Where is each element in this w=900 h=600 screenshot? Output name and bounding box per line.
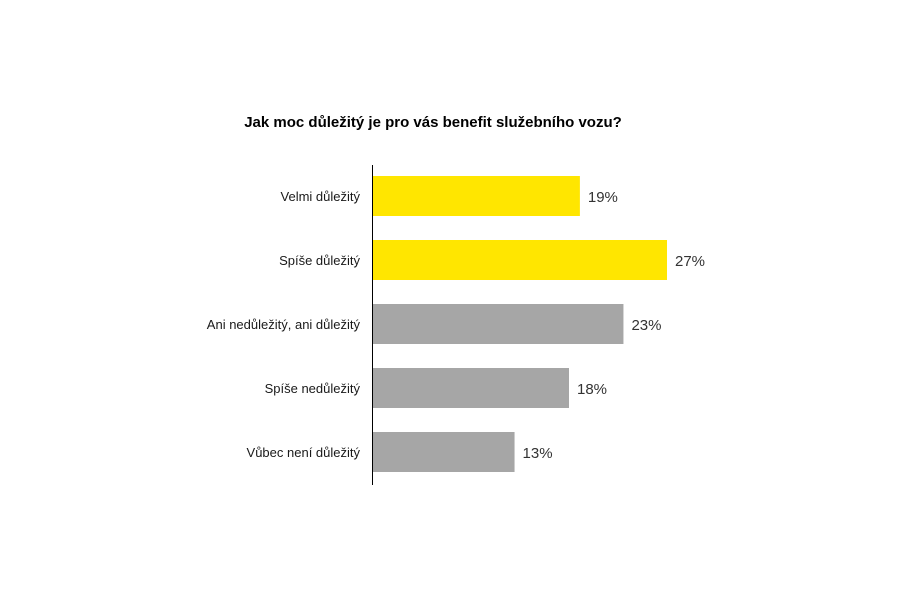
value-label-2: 27% xyxy=(675,253,705,270)
bar-1 xyxy=(373,176,580,216)
bar-5 xyxy=(373,432,515,472)
category-labels: Velmi důležitý Spíše důležitý Ani nedůleži… xyxy=(207,189,361,460)
category-label-5: Vůbec není důležitý xyxy=(247,445,361,460)
category-label-4: Spíše nedůležitý xyxy=(265,381,361,396)
category-label-1: Velmi důležitý xyxy=(281,189,361,204)
category-label-2: Spíše důležitý xyxy=(279,253,360,268)
value-label-4: 18% xyxy=(577,381,607,398)
value-label-5: 13% xyxy=(523,445,553,462)
category-label-3: Ani nedůležitý, ani důležitý xyxy=(207,317,361,332)
bar-4 xyxy=(373,368,569,408)
value-labels: 19% 27% 23% 18% 13% xyxy=(523,189,705,462)
chart-title: Jak moc důležitý je pro vás benefit služ… xyxy=(244,114,622,131)
bar-3 xyxy=(373,304,624,344)
bars-group xyxy=(373,176,667,472)
value-label-3: 23% xyxy=(631,317,661,334)
bar-2 xyxy=(373,240,667,280)
value-label-1: 19% xyxy=(588,189,618,206)
